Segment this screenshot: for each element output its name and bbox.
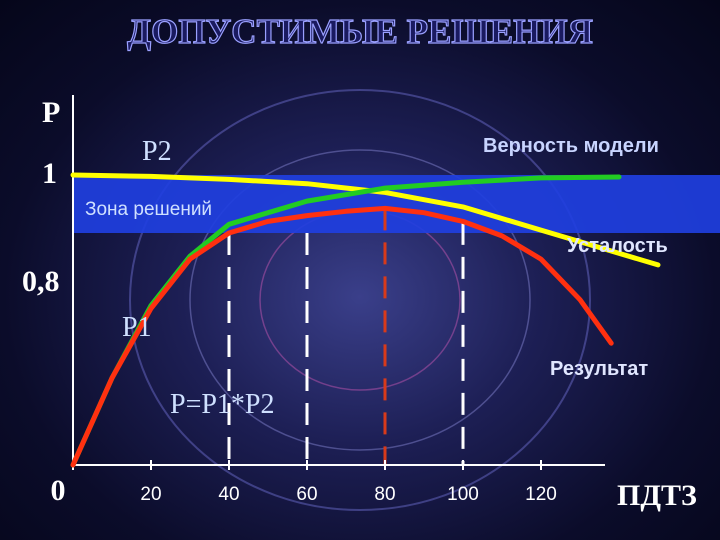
background-decoration: [129, 89, 591, 511]
x-tick-label-40: 40: [218, 484, 239, 505]
x-tick-label-100: 100: [447, 484, 479, 505]
x-tick-label-120: 120: [525, 484, 557, 505]
y-axis-label: P: [42, 96, 60, 129]
series-line-0: [70, 172, 661, 268]
annotation-product: P=P1*P2: [170, 389, 275, 420]
x-tick-label-20: 20: [140, 484, 161, 505]
y-tick-label-1: 1: [42, 157, 57, 190]
x-ticks: 0 20 40 60 80 100 120: [51, 460, 557, 507]
legend-model-fidelity: Верность модели: [483, 135, 659, 157]
dashed-lines: [227, 208, 465, 465]
chart-title: ДОПУСТИМЫЕ РЕШЕНИЯ: [127, 12, 593, 51]
series-line-2: [70, 205, 614, 468]
legend-result: Результат: [550, 358, 648, 380]
series-lines: [70, 172, 661, 468]
annotation-p2: P2: [142, 136, 172, 167]
solution-zone: [73, 175, 720, 233]
x-tick-label-0: 0: [51, 474, 66, 507]
y-tick-label-0-8: 0,8: [22, 265, 60, 298]
x-tick-label-80: 80: [374, 484, 395, 505]
legend-fatigue: Усталость: [567, 235, 668, 257]
annotation-p1: P1: [122, 312, 152, 343]
solution-zone-label: Зона решений: [85, 199, 212, 220]
x-axis-label: ПДТЗ: [617, 479, 697, 512]
x-tick-label-60: 60: [296, 484, 317, 505]
